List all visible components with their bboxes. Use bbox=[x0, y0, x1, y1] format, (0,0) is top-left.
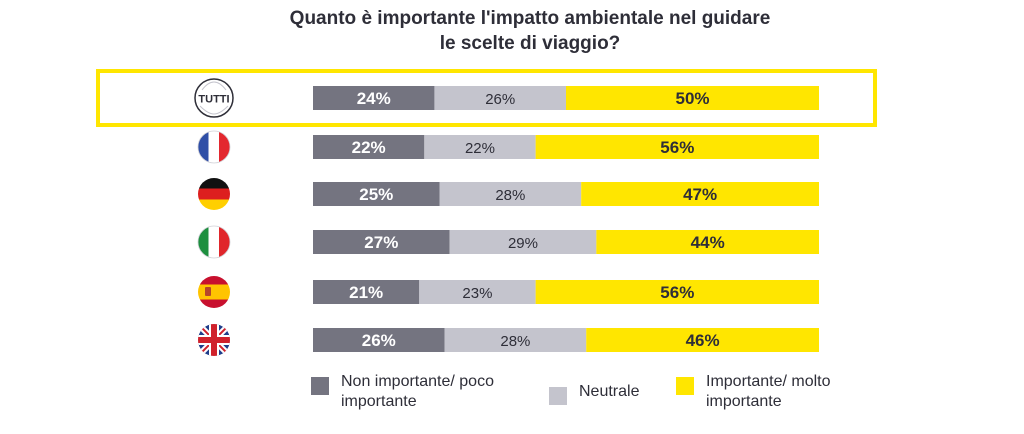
france-flag-icon bbox=[197, 130, 231, 164]
bar-spain-2 bbox=[535, 280, 819, 304]
bar-germany-0 bbox=[313, 182, 440, 206]
bar-germany-2 bbox=[581, 182, 819, 206]
data-label-germany-0: 25% bbox=[359, 185, 393, 204]
data-label-italy-1: 29% bbox=[508, 235, 538, 252]
bar-france-1 bbox=[424, 135, 536, 159]
bar-italy-0 bbox=[313, 230, 450, 254]
legend-label-importante: Importante/ molto importante bbox=[706, 373, 831, 410]
bar-italy-2 bbox=[596, 230, 819, 254]
legend-label-neutrale: Neutrale bbox=[579, 383, 640, 400]
bar-italy-1 bbox=[449, 230, 597, 254]
data-label-germany-1: 28% bbox=[495, 187, 525, 204]
bar-spain-0 bbox=[313, 280, 420, 304]
data-label-tutti-1: 26% bbox=[485, 91, 515, 108]
data-label-united-kingdom-2: 46% bbox=[686, 331, 720, 350]
legend-swatch-importante bbox=[676, 377, 694, 395]
data-label-france-0: 22% bbox=[352, 138, 386, 157]
data-label-spain-0: 21% bbox=[349, 283, 383, 302]
bar-tutti-2 bbox=[566, 86, 819, 110]
tutti-badge-icon: TUTTI bbox=[194, 78, 234, 118]
data-label-tutti-0: 24% bbox=[357, 89, 391, 108]
data-label-united-kingdom-0: 26% bbox=[362, 331, 396, 350]
bar-tutti-0 bbox=[313, 86, 435, 110]
legend-label-non-importante: Non importante/ poco importante bbox=[341, 373, 494, 410]
bar-france-0 bbox=[313, 135, 425, 159]
legend-item-neutrale: Neutrale bbox=[549, 382, 769, 405]
data-label-united-kingdom-1: 28% bbox=[500, 333, 530, 350]
bar-spain-1 bbox=[419, 280, 536, 304]
bar-united-kingdom-1 bbox=[444, 328, 587, 352]
germany-flag-icon bbox=[198, 178, 230, 210]
highlight-frame bbox=[96, 69, 877, 127]
data-label-france-2: 56% bbox=[660, 138, 694, 157]
chart-title: Quanto è importante l'impatto ambientale… bbox=[0, 6, 1024, 56]
italy-flag-icon bbox=[197, 225, 231, 259]
data-label-italy-2: 44% bbox=[691, 233, 725, 252]
bar-united-kingdom-0 bbox=[313, 328, 445, 352]
data-label-spain-2: 56% bbox=[660, 283, 694, 302]
tutti-badge-label: TUTTI bbox=[198, 94, 229, 106]
data-label-tutti-2: 50% bbox=[675, 89, 709, 108]
data-label-germany-2: 47% bbox=[683, 185, 717, 204]
data-label-spain-1: 23% bbox=[462, 285, 492, 302]
chart-title-line-1: Quanto è importante l'impatto ambientale… bbox=[289, 8, 771, 29]
data-label-italy-0: 27% bbox=[364, 233, 398, 252]
legend-swatch-non-importante bbox=[311, 377, 329, 395]
bar-tutti-1 bbox=[434, 86, 566, 110]
legend-item-non-importante: Non importante/ poco importante bbox=[311, 372, 531, 412]
chart-title-line-2: le scelte di viaggio? bbox=[439, 33, 621, 54]
bar-germany-1 bbox=[439, 182, 582, 206]
uk-flag-icon bbox=[198, 324, 230, 356]
bar-france-2 bbox=[535, 135, 819, 159]
legend-item-importante: Importante/ molto importante bbox=[676, 372, 896, 412]
bar-united-kingdom-2 bbox=[586, 328, 819, 352]
legend-swatch-neutrale bbox=[549, 387, 567, 405]
spain-flag-icon bbox=[198, 276, 230, 308]
data-label-france-1: 22% bbox=[465, 140, 495, 157]
